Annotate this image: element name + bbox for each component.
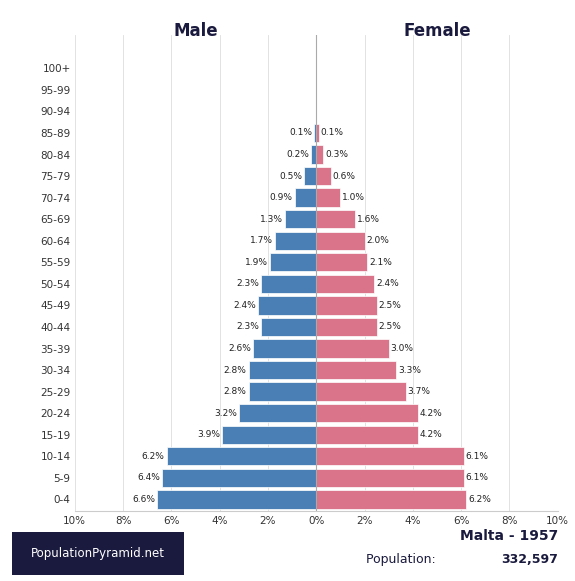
Bar — [285, 210, 316, 228]
Text: 1.7%: 1.7% — [250, 236, 273, 245]
Text: 2.3%: 2.3% — [236, 279, 259, 288]
Text: 1.9%: 1.9% — [246, 258, 269, 267]
Text: 2.4%: 2.4% — [376, 279, 399, 288]
Text: 0.1%: 0.1% — [321, 128, 344, 138]
Text: 332,597: 332,597 — [501, 554, 558, 566]
Bar — [162, 469, 316, 487]
Bar — [316, 361, 396, 379]
Text: Male: Male — [173, 22, 218, 40]
Text: 0.6%: 0.6% — [333, 171, 356, 181]
Text: 2.5%: 2.5% — [378, 301, 401, 310]
Bar — [316, 145, 324, 164]
Bar — [316, 167, 331, 185]
Text: 2.4%: 2.4% — [233, 301, 256, 310]
Bar — [258, 296, 316, 314]
Bar — [316, 210, 355, 228]
Text: 0.9%: 0.9% — [270, 193, 293, 202]
Bar — [316, 232, 365, 250]
Text: 6.4%: 6.4% — [137, 474, 160, 482]
Text: 0.3%: 0.3% — [325, 150, 348, 159]
Text: 1.6%: 1.6% — [357, 214, 380, 224]
Text: 2.1%: 2.1% — [369, 258, 392, 267]
Text: 1.0%: 1.0% — [342, 193, 365, 202]
Bar — [316, 318, 377, 336]
Text: 6.6%: 6.6% — [132, 495, 155, 504]
Text: 6.2%: 6.2% — [141, 452, 164, 461]
Text: 2.3%: 2.3% — [236, 322, 259, 332]
Text: 1.3%: 1.3% — [260, 214, 283, 224]
Bar — [248, 361, 316, 379]
Bar — [312, 145, 316, 164]
Bar — [316, 275, 374, 293]
Bar — [316, 339, 389, 358]
Bar — [275, 232, 316, 250]
Text: 3.0%: 3.0% — [390, 344, 413, 353]
Bar — [304, 167, 316, 185]
Text: 2.8%: 2.8% — [224, 365, 247, 375]
Text: 4.2%: 4.2% — [420, 431, 442, 439]
Bar — [260, 318, 316, 336]
Bar — [316, 253, 367, 271]
Text: 2.8%: 2.8% — [224, 387, 247, 396]
Text: Malta - 1957: Malta - 1957 — [459, 529, 558, 543]
Bar — [316, 490, 466, 508]
Text: Female: Female — [403, 22, 471, 40]
Text: 0.2%: 0.2% — [286, 150, 309, 159]
Bar — [316, 124, 319, 142]
Bar — [248, 382, 316, 401]
Text: 0.1%: 0.1% — [289, 128, 312, 138]
Bar — [316, 188, 340, 207]
Bar — [157, 490, 316, 508]
Bar — [167, 447, 316, 465]
Text: 6.2%: 6.2% — [468, 495, 491, 504]
Text: 3.3%: 3.3% — [398, 365, 421, 375]
Text: 3.9%: 3.9% — [197, 431, 220, 439]
Text: 4.2%: 4.2% — [420, 408, 442, 418]
Bar — [294, 188, 316, 207]
Text: 2.5%: 2.5% — [378, 322, 401, 332]
Text: 2.6%: 2.6% — [229, 344, 251, 353]
Text: 6.1%: 6.1% — [466, 474, 489, 482]
Bar — [239, 404, 316, 422]
Text: PopulationPyramid.net: PopulationPyramid.net — [30, 547, 165, 560]
Bar — [316, 404, 417, 422]
Bar — [314, 124, 316, 142]
Text: 6.1%: 6.1% — [466, 452, 489, 461]
Text: 3.7%: 3.7% — [408, 387, 431, 396]
Bar — [316, 296, 377, 314]
Text: 2.0%: 2.0% — [366, 236, 389, 245]
Bar — [316, 469, 463, 487]
Bar — [270, 253, 316, 271]
Bar — [222, 426, 316, 444]
Bar — [316, 426, 417, 444]
Bar — [316, 382, 405, 401]
Bar — [316, 447, 463, 465]
Bar — [260, 275, 316, 293]
Text: Population:: Population: — [366, 554, 439, 566]
Text: 0.5%: 0.5% — [279, 171, 302, 181]
Text: 3.2%: 3.2% — [214, 408, 237, 418]
Bar — [254, 339, 316, 358]
